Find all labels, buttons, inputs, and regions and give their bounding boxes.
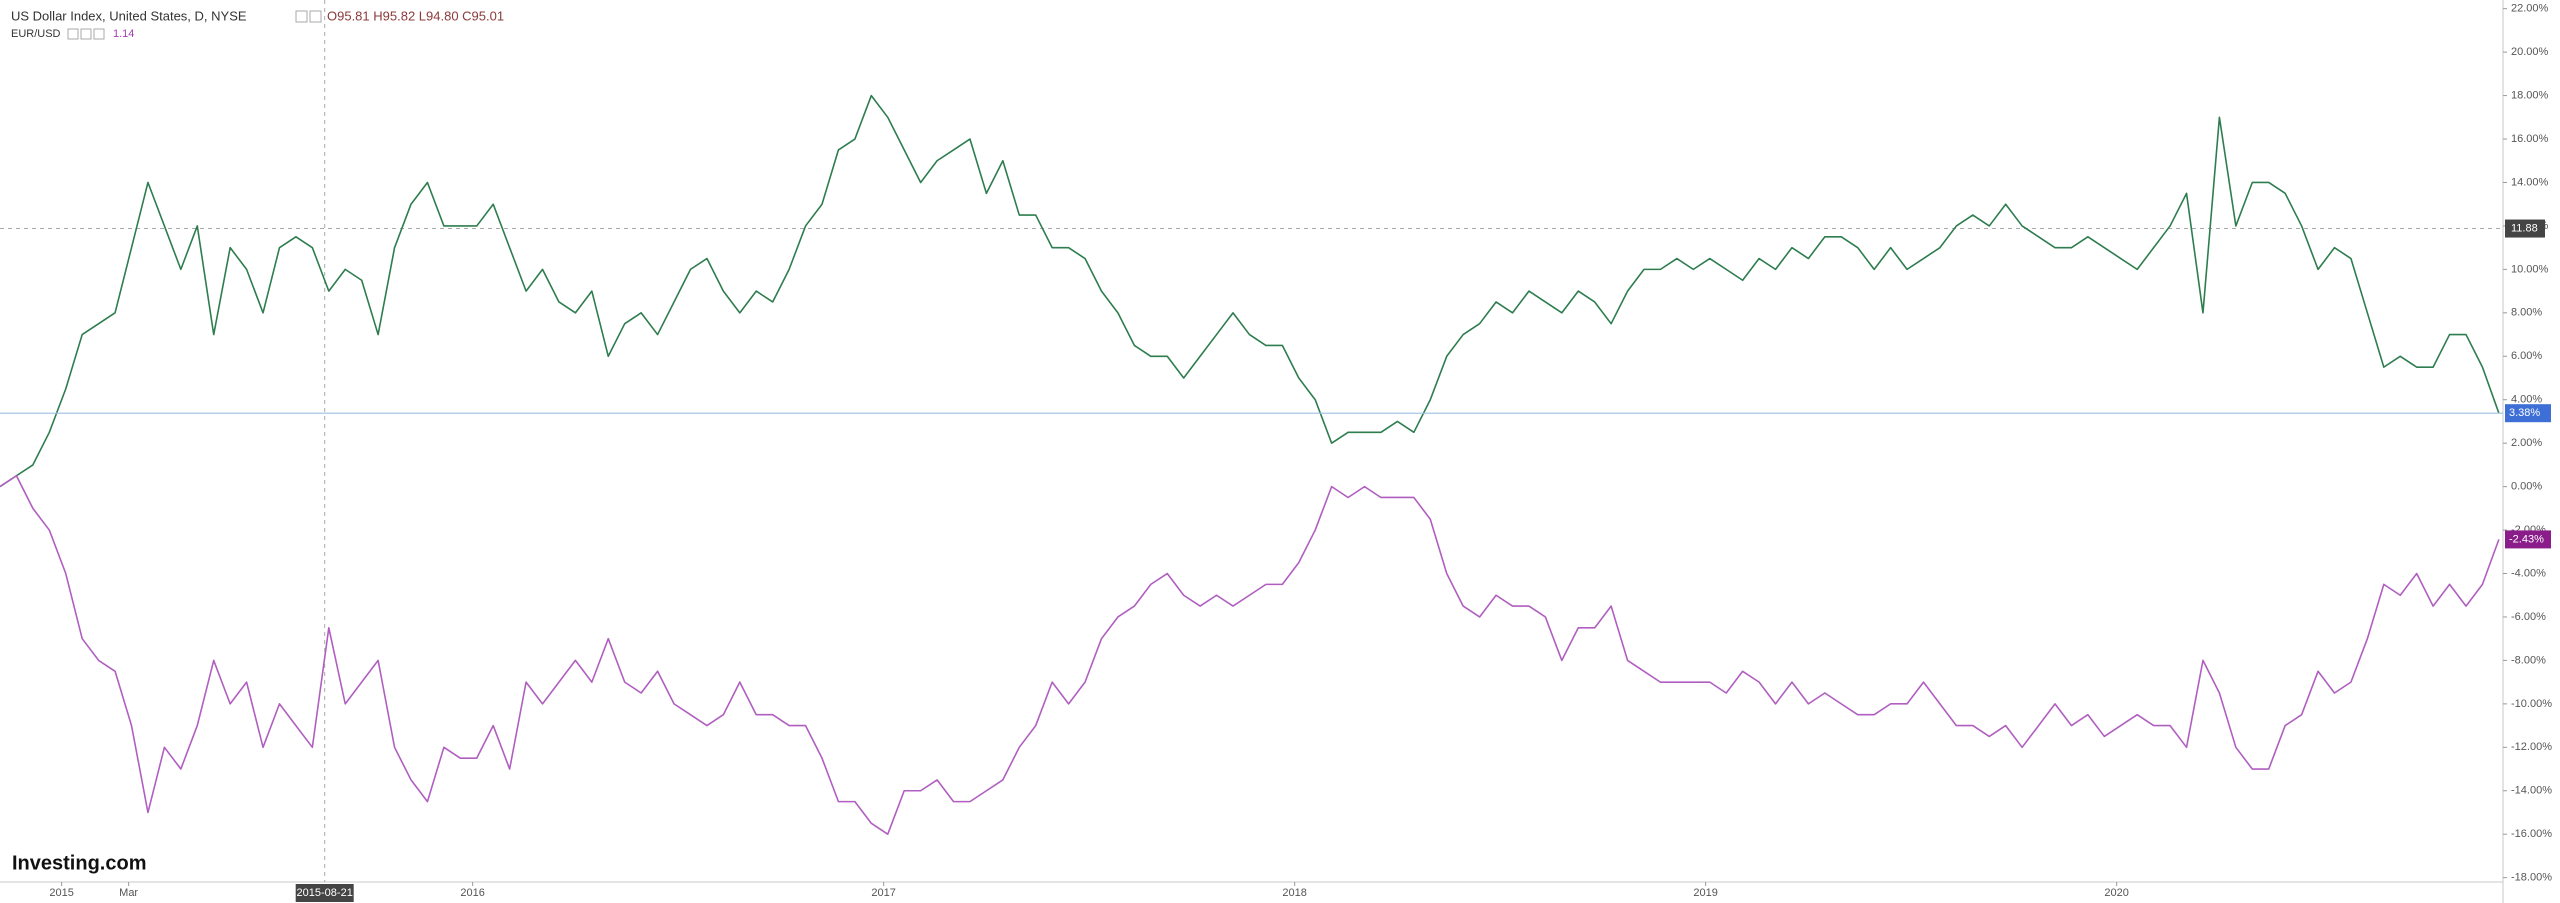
x-tick-label: 2015: [49, 887, 73, 899]
y-tick-label: -10.00%: [2511, 698, 2552, 710]
last-value-label: 3.38%: [2509, 407, 2540, 419]
y-tick-label: -8.00%: [2511, 654, 2546, 666]
x-tick-label: 2017: [871, 887, 895, 899]
y-tick-label: -18.00%: [2511, 872, 2552, 884]
last-value-label-bg: [2505, 404, 2551, 423]
y-tick-label: -12.00%: [2511, 741, 2552, 753]
plot-area: [0, 0, 2503, 882]
last-value-label-bg: [2505, 530, 2551, 549]
crosshair-x-label-bg: [295, 884, 354, 902]
legend-value: O95.81 H95.82 L94.80 C95.01: [327, 8, 504, 23]
crosshair-y-label: 11.88: [2511, 222, 2538, 234]
y-tick-label: 8.00%: [2511, 307, 2542, 319]
legend-icon[interactable]: [309, 10, 322, 23]
watermark: Investing.com: [12, 852, 146, 874]
y-tick-label: -4.00%: [2511, 567, 2546, 579]
crosshair-x-label: 2015-08-21: [297, 887, 353, 899]
y-tick-label: 4.00%: [2511, 394, 2542, 406]
x-tick-label: 2020: [2104, 887, 2128, 899]
last-value-label: -2.43%: [2509, 533, 2544, 545]
legend: US Dollar Index, United States, D, NYSE …: [11, 8, 504, 39]
y-tick-label: 20.00%: [2511, 46, 2549, 58]
y-tick-label: -14.00%: [2511, 785, 2552, 797]
legend-icon[interactable]: [93, 28, 105, 40]
x-tick-label: 2019: [1693, 887, 1717, 899]
y-tick-label: 22.00%: [2511, 3, 2549, 15]
y-tick-label: -6.00%: [2511, 611, 2546, 623]
legend-icon[interactable]: [67, 28, 79, 40]
x-tick-label: 2018: [1282, 887, 1306, 899]
legend-icon[interactable]: [295, 10, 308, 23]
y-tick-label: 16.00%: [2511, 133, 2549, 145]
series-line: [0, 474, 2500, 836]
y-tick-label: 10.00%: [2511, 263, 2549, 275]
legend-title: US Dollar Index, United States, D, NYSE: [11, 8, 247, 23]
axes: 22.00%20.00%18.00%16.00%14.00%12.00%10.0…: [49, 3, 2552, 902]
legend-title: EUR/USD: [11, 28, 61, 40]
y-tick-label: 14.00%: [2511, 176, 2549, 188]
crosshair-y-label-bg: [2505, 219, 2545, 238]
x-tick-label: Mar: [119, 887, 138, 899]
series-line: [0, 94, 2500, 488]
x-tick-label: 2016: [460, 887, 484, 899]
legend-icon[interactable]: [80, 28, 92, 40]
y-tick-label: -16.00%: [2511, 828, 2552, 840]
y-tick-label: 2.00%: [2511, 437, 2542, 449]
y-tick-label: 6.00%: [2511, 350, 2542, 362]
legend-value: 1.14: [113, 28, 134, 40]
y-tick-label: 18.00%: [2511, 89, 2549, 101]
y-tick-label: 0.00%: [2511, 481, 2542, 493]
